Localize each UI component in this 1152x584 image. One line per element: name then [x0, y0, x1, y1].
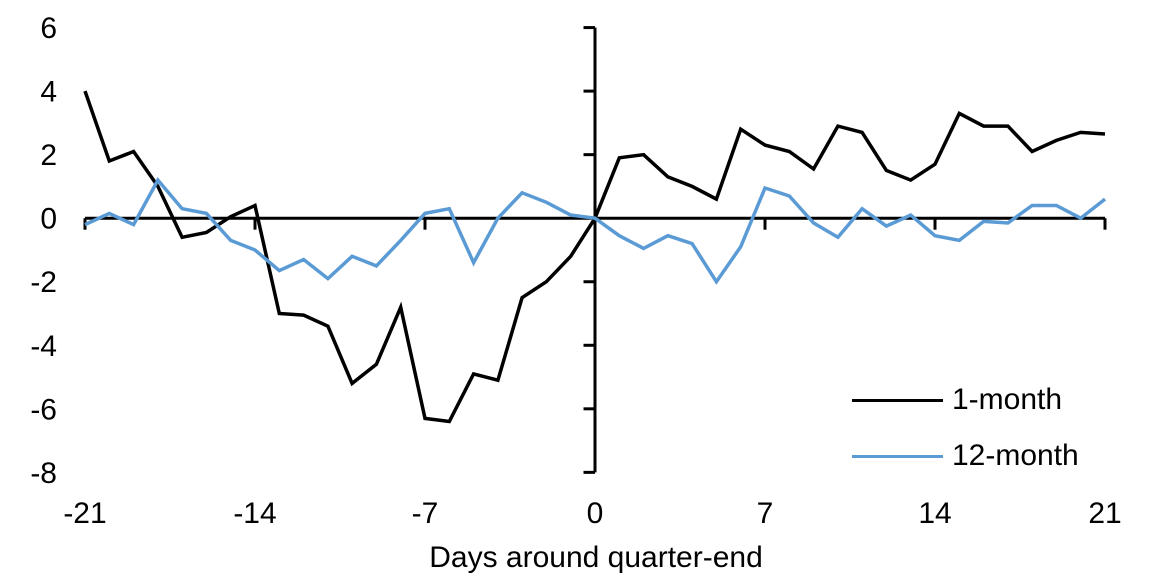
- x-tick-label: 14: [918, 497, 951, 530]
- x-tick-label: -14: [233, 497, 276, 530]
- legend-item-1-month: 1-month: [852, 384, 1062, 416]
- y-tick-label: -6: [30, 393, 57, 426]
- x-axis-title: Days around quarter-end: [429, 541, 763, 574]
- x-tick-label: 0: [587, 497, 604, 530]
- y-tick-label: -4: [30, 330, 57, 363]
- y-tick-label: -2: [30, 266, 57, 299]
- y-tick-label: 4: [40, 76, 57, 109]
- y-tick-label: -8: [30, 457, 57, 490]
- legend-item-12-month: 12-month: [852, 440, 1079, 472]
- x-tick-label: -21: [63, 497, 106, 530]
- x-tick-label: 7: [757, 497, 774, 530]
- legend-label-12-month: 12-month: [952, 439, 1079, 472]
- x-tick-label: 21: [1088, 497, 1121, 530]
- series-line-12-month: [84, 177, 1107, 285]
- x-tick-label: -7: [412, 497, 439, 530]
- y-tick-label: 6: [40, 12, 57, 45]
- y-tick-label: 2: [40, 139, 57, 172]
- legend-line-12-month-icon: [852, 454, 943, 458]
- legend-label-1-month: 1-month: [952, 383, 1063, 416]
- y-tick-label: 0: [40, 203, 57, 236]
- legend-line-1-month-icon: [852, 398, 943, 402]
